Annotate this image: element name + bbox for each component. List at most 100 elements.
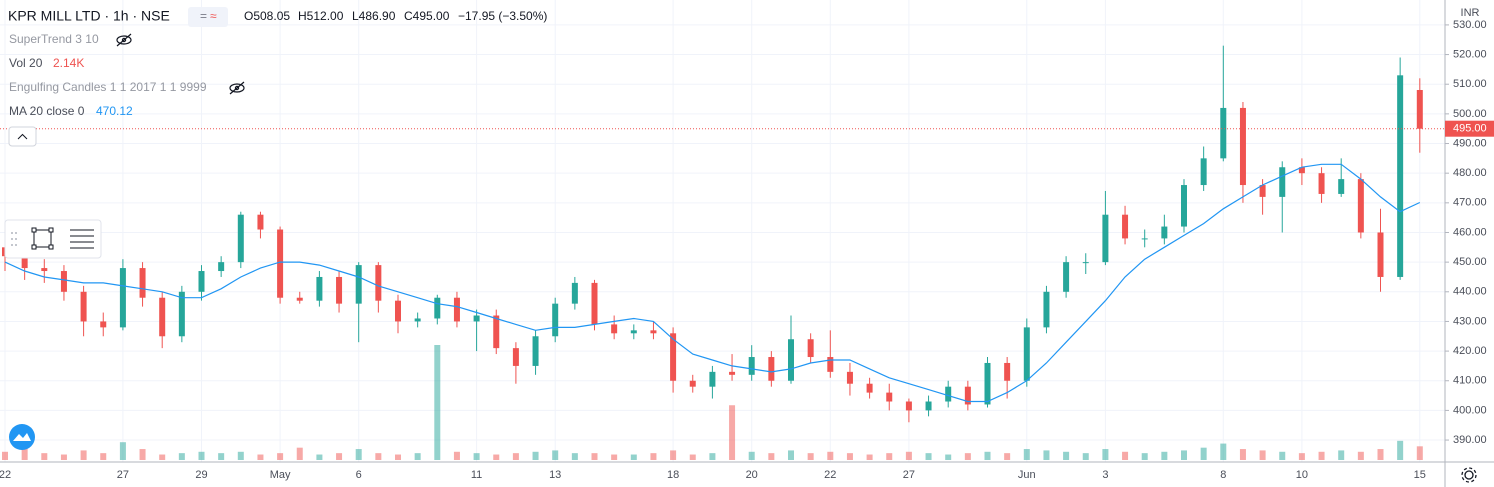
x-tick-label: 27: [117, 469, 129, 481]
candle-body: [630, 330, 637, 334]
drawing-toolbar: [4, 219, 102, 259]
volume-bar: [453, 451, 460, 460]
ohlc-open: O508.05: [244, 9, 290, 23]
lines-tool[interactable]: [70, 229, 94, 249]
volume-bar: [355, 449, 362, 460]
candle-body: [453, 297, 460, 322]
volume-bar: [729, 405, 736, 460]
settings-icon[interactable]: [1461, 467, 1477, 483]
volume-bar: [493, 454, 500, 460]
candle-body: [748, 357, 755, 375]
volume-bar: [316, 454, 323, 460]
candle-body: [768, 357, 775, 381]
x-tick-label: 18: [667, 469, 679, 481]
volume-bar: [1318, 451, 1325, 460]
x-tick-label: 29: [195, 469, 207, 481]
volume-bar: [198, 451, 205, 460]
candle-body: [178, 291, 185, 337]
volume-bar: [80, 450, 87, 460]
drag-handle[interactable]: [11, 232, 17, 246]
volume-bar: [414, 453, 421, 460]
candle-body: [1161, 226, 1168, 239]
indicator-legend[interactable]: Engulfing Candles 1 1 2017 1 1 9999: [9, 80, 207, 94]
volume-bar: [512, 453, 519, 460]
indicator-legend[interactable]: MA 20 close 0: [9, 104, 85, 118]
candle-body: [925, 401, 932, 411]
y-tick-label: 400.00: [1453, 404, 1487, 416]
volume-bar: [1377, 449, 1384, 460]
candle-body: [60, 271, 67, 292]
rectangle-tool[interactable]: [31, 227, 54, 250]
candle-body: [218, 262, 225, 272]
candle-body: [119, 268, 126, 328]
volume-bar: [1004, 453, 1011, 460]
volume-bar: [630, 454, 637, 460]
volume-bar: [395, 454, 401, 460]
candle-body: [512, 348, 519, 366]
y-tick-label: 490.00: [1453, 137, 1487, 149]
candle-body: [1122, 214, 1129, 239]
x-tick-label: May: [270, 469, 291, 481]
candle-body: [1318, 173, 1325, 194]
volume-bar: [1279, 451, 1286, 460]
y-tick-label: 430.00: [1453, 315, 1487, 327]
candle-body: [788, 339, 794, 381]
volume-bar: [218, 453, 225, 460]
ohlc-close: C495.00: [404, 9, 450, 23]
hidden-icon[interactable]: [116, 33, 132, 47]
icon: =: [200, 9, 207, 23]
volume-bar: [1338, 450, 1345, 460]
x-tick-label: Jun: [1018, 469, 1036, 481]
candle-body: [591, 282, 598, 325]
candle-body: [237, 214, 244, 263]
volume-bar: [748, 451, 755, 460]
volume-bar: [119, 442, 126, 460]
candle-body: [866, 383, 873, 393]
volume-bar: [1122, 451, 1129, 460]
volume-bar: [611, 454, 618, 460]
currency: INR: [1461, 7, 1480, 19]
collapse-button[interactable]: [8, 126, 37, 147]
candle-body: [1063, 262, 1070, 292]
y-tick-label: 510.00: [1453, 78, 1487, 90]
candle-body: [1338, 179, 1345, 194]
volume-bar: [709, 453, 716, 460]
volume-bar: [827, 451, 834, 460]
indicator-legend[interactable]: SuperTrend 3 10: [9, 32, 99, 46]
candle-body: [689, 380, 696, 387]
volume-bar: [689, 454, 696, 460]
volume-bar: [886, 453, 893, 460]
candle-body: [964, 386, 971, 405]
candle-body: [984, 362, 991, 405]
volume-bar: [1102, 449, 1109, 460]
indicator-legend[interactable]: Vol 20: [9, 56, 43, 70]
candle-body: [729, 371, 736, 375]
ohlc-change: −17.95 (−3.50%): [458, 9, 547, 23]
volume-bar: [2, 451, 8, 460]
volume-bar: [1200, 447, 1207, 460]
ohlc-low: L486.90: [352, 9, 396, 23]
indicator-value: 2.14K: [53, 56, 84, 70]
candle-body: [1298, 167, 1305, 174]
y-tick-label: 500.00: [1453, 108, 1487, 120]
y-tick-label: 520.00: [1453, 48, 1487, 60]
volume-bar: [1181, 450, 1187, 460]
volume-bar: [532, 451, 539, 460]
compare-button[interactable]: [188, 7, 228, 27]
candle-body: [886, 392, 893, 402]
volume-bar: [670, 450, 677, 460]
y-tick-label: 460.00: [1453, 226, 1487, 238]
candle-body: [571, 282, 578, 304]
x-tick-label: 10: [1296, 469, 1308, 481]
candle-body: [198, 271, 205, 292]
candle-body: [80, 291, 87, 322]
candle-body: [1377, 232, 1384, 277]
candle-body: [1397, 75, 1404, 277]
candle-body: [375, 265, 382, 301]
candle-body: [336, 276, 343, 304]
volume-bar: [1298, 453, 1305, 460]
hidden-icon[interactable]: [229, 81, 245, 95]
volume-bar: [237, 451, 244, 460]
symbol-title: KPR MILL LTD · 1h · NSE: [8, 8, 170, 24]
